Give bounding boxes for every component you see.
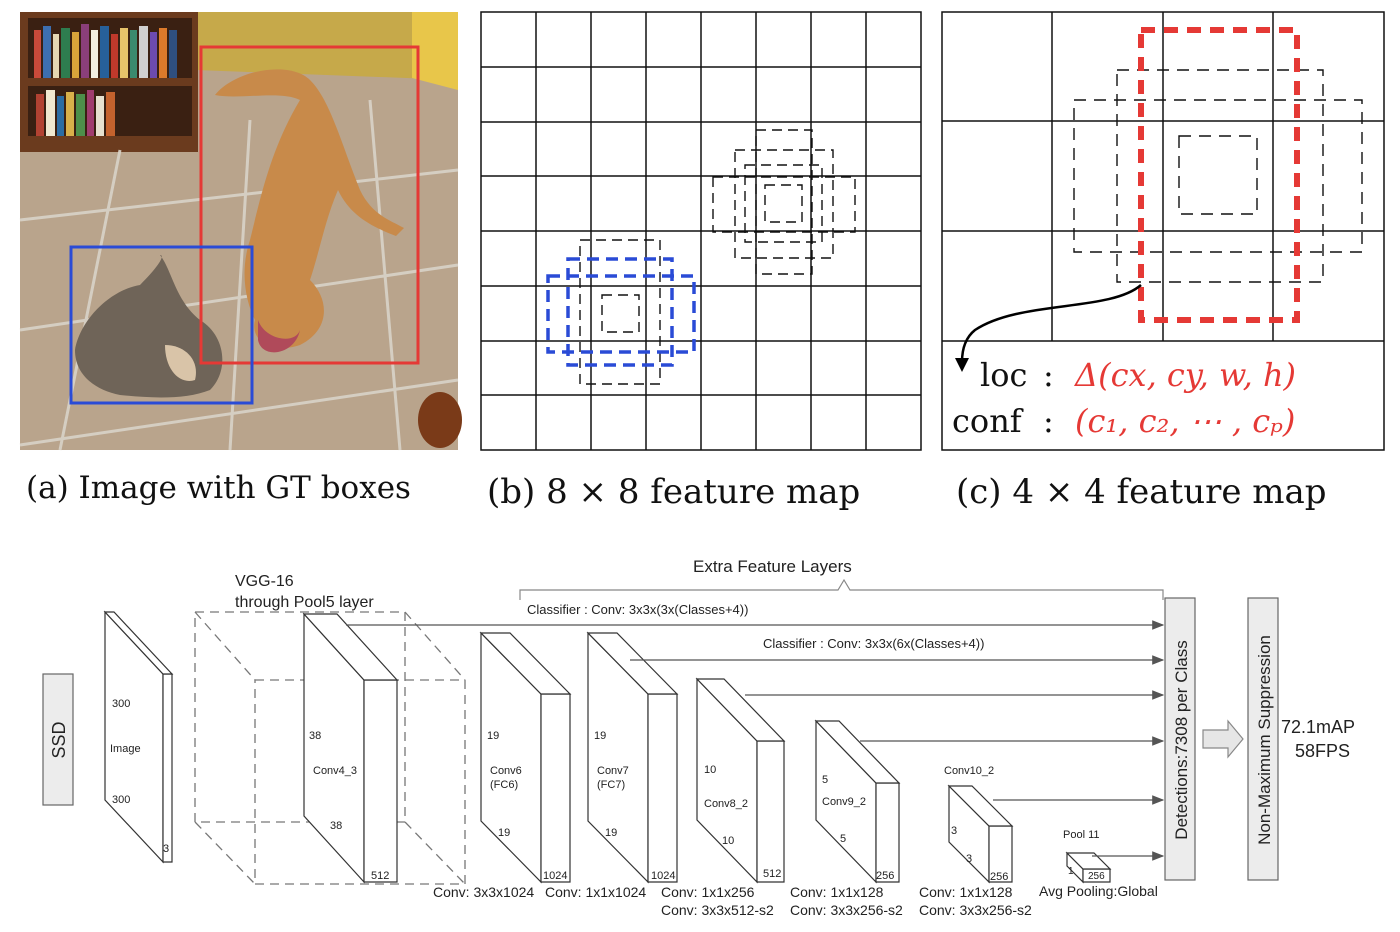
grid-4x4 [941, 11, 1385, 451]
extra-layers-label: Extra Feature Layers [693, 557, 852, 576]
conv8_2-h: 10 [704, 764, 716, 776]
caption-c: (c) 4 × 4 feature map [956, 472, 1327, 512]
detections-label: Detections:7308 per Class [1172, 640, 1191, 839]
image-h: 300 [112, 698, 130, 710]
conv4_3-block [302, 612, 399, 884]
classifier-2: Classifier : Conv: 3x3x(6x(Classes+4)) [763, 636, 984, 651]
conv9_2-h: 5 [822, 774, 828, 786]
conv8_2-block [695, 677, 786, 884]
conv9_2-w: 5 [840, 833, 846, 845]
conv4_3-name: Conv4_3 [313, 765, 357, 777]
conv10_2-h: 3 [951, 825, 957, 837]
conv10_2-c: 256 [990, 871, 1008, 883]
grid-8x8 [480, 11, 922, 451]
loc-label: loc [980, 356, 1027, 394]
gt-box-cat [69, 245, 254, 405]
conv6-h: 19 [487, 730, 499, 742]
conv8_2-w: 10 [722, 835, 734, 847]
loc-formula: Δ(cx, cy, w, h) [1073, 356, 1296, 394]
extra-layers-brace [519, 578, 1164, 600]
pool11-c: 256 [1088, 871, 1105, 882]
map-value: 72.1mAP [1281, 717, 1355, 737]
image-w: 300 [112, 794, 130, 806]
conv8_2-c: 512 [763, 868, 781, 880]
nms-box: Non-Maximum Suppression [1247, 597, 1279, 881]
conv7-c: 1024 [651, 870, 675, 882]
default-boxes-8x8-left [579, 239, 661, 385]
prediction-arrow [960, 284, 1142, 363]
conv6-block [479, 631, 572, 884]
nms-label: Non-Maximum Suppression [1255, 635, 1274, 845]
conv4_3-w: 38 [330, 820, 342, 832]
image-c: 3 [163, 843, 169, 855]
conv6-name2: (FC6) [490, 779, 518, 791]
conv9_2-c: 256 [876, 870, 894, 882]
op-pool: Avg Pooling:Global [1039, 883, 1158, 899]
detection-arrows [346, 620, 1165, 861]
matched-box-dog [1138, 27, 1300, 323]
conv7-h: 19 [594, 730, 606, 742]
classifier-1: Classifier : Conv: 3x3x(3x(Classes+4)) [527, 602, 748, 617]
conv4_3-c: 512 [371, 870, 389, 882]
conv9_2-name: Conv9_2 [822, 796, 866, 808]
op-conv8-b: Conv: 3x3x512-s2 [661, 902, 774, 918]
ssd-box: SSD [42, 673, 74, 806]
conv7-w: 19 [605, 827, 617, 839]
conv4_3-h: 38 [309, 730, 321, 742]
image-block [103, 610, 174, 864]
conv10_2-block [947, 784, 1014, 884]
loc-colon: : [1043, 356, 1054, 394]
nms-block-arrow [1202, 719, 1244, 759]
conv6-c: 1024 [543, 870, 567, 882]
pool11-h: 1 [1068, 866, 1074, 877]
conv6-name1: Conv6 [490, 765, 522, 777]
vgg-title-2: through Pool5 layer [235, 594, 374, 611]
conv7-name1: Conv7 [597, 765, 629, 777]
caption-b: (b) 8 × 8 feature map [487, 472, 860, 512]
ssd-label: SSD [49, 721, 69, 758]
pool11-name: Pool 11 [1063, 829, 1100, 841]
conv6-w: 19 [498, 827, 510, 839]
op-conv9-b: Conv: 3x3x256-s2 [790, 902, 903, 918]
conv9_2-block [814, 719, 901, 884]
photo-panel [19, 12, 462, 451]
op-conv10-b: Conv: 3x3x256-s2 [919, 902, 1032, 918]
vgg-title-1: VGG-16 [235, 573, 294, 590]
conv10_2-name: Conv10_2 [944, 765, 994, 777]
conf-formula: (c₁, c₂, ⋯ , cₚ) [1075, 402, 1295, 440]
gt-box-dog [199, 45, 420, 365]
conv10_2-w: 3 [966, 853, 972, 865]
matched-boxes-cat [546, 257, 696, 367]
conv8_2-name: Conv8_2 [704, 798, 748, 810]
op-conv9-a: Conv: 1x1x128 [790, 884, 884, 900]
op-conv8-a: Conv: 1x1x256 [661, 884, 755, 900]
conv7-block [586, 631, 679, 884]
op-conv7: Conv: 1x1x1024 [545, 884, 646, 900]
image-name: Image [110, 743, 141, 755]
conv7-name2: (FC7) [597, 779, 625, 791]
default-boxes-4x4 [1073, 69, 1363, 283]
conf-label: conf [952, 402, 1024, 440]
op-conv6: Conv: 3x3x1024 [433, 884, 534, 900]
conf-colon: : [1043, 402, 1054, 440]
default-boxes-8x8-right [712, 129, 856, 275]
caption-a: (a) Image with GT boxes [26, 470, 411, 506]
fps-value: 58FPS [1295, 741, 1350, 761]
pool11-block [1065, 851, 1112, 884]
detections-box: Detections:7308 per Class [1164, 597, 1196, 881]
op-conv10-a: Conv: 1x1x128 [919, 884, 1013, 900]
